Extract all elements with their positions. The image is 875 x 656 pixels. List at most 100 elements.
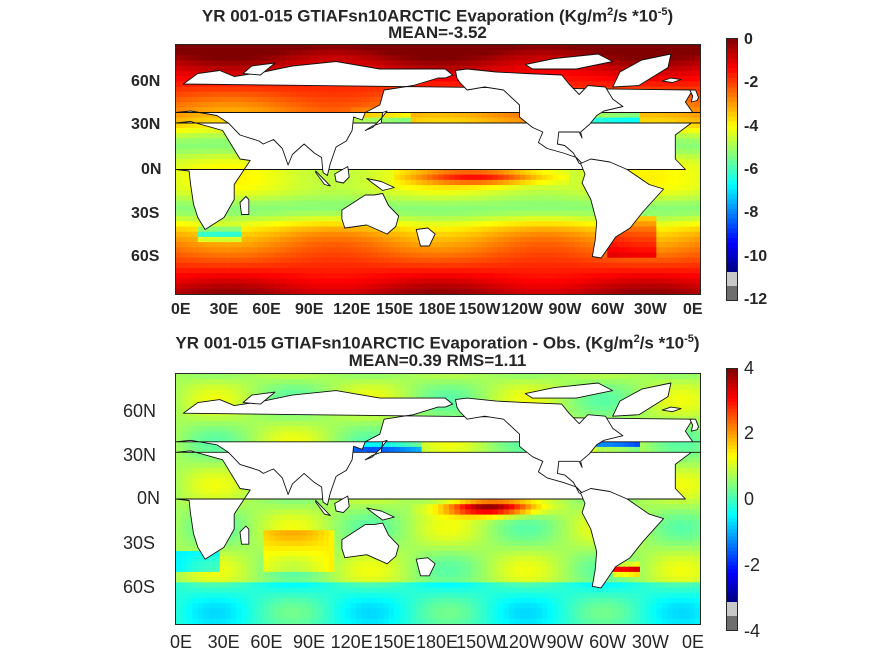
heatmap-cell (421, 268, 428, 274)
heatmap-cell (465, 211, 472, 217)
heatmap-cell (301, 268, 308, 274)
heatmap-cell (585, 200, 592, 207)
heatmap-cell (498, 205, 505, 212)
heatmap-cell (372, 91, 379, 98)
heatmap-cell (317, 169, 324, 176)
heatmap-cell (197, 55, 204, 62)
heatmap-cell (667, 226, 674, 233)
heatmap-cell (678, 179, 685, 186)
heatmap-cell (629, 60, 636, 67)
heatmap-cell (470, 200, 477, 207)
heatmap-cell (197, 374, 204, 380)
heatmap-cell (192, 60, 199, 67)
heatmap-cell (498, 226, 505, 233)
heatmap-cell (454, 221, 461, 228)
heatmap-cell (421, 190, 428, 197)
heatmap-cell (345, 55, 352, 62)
heatmap-cell (290, 257, 297, 264)
heatmap-cell (399, 45, 406, 51)
x-tick-label: 30E (209, 301, 239, 318)
heatmap-cell (312, 190, 319, 197)
heatmap-cell (547, 257, 554, 264)
heatmap-cell (246, 169, 254, 176)
heatmap-cell (634, 45, 641, 51)
heatmap-cell (678, 288, 685, 294)
heatmap-cell (667, 211, 674, 217)
heatmap-cell (465, 268, 472, 274)
heatmap-cell (225, 379, 232, 386)
heatmap-cell (345, 257, 352, 264)
heatmap-cell (181, 138, 188, 145)
heatmap-cell (257, 91, 264, 98)
heatmap-cell (558, 283, 565, 290)
heatmap-cell (334, 211, 341, 217)
heatmap-cell (498, 60, 505, 67)
heatmap-cell (470, 379, 477, 386)
heatmap-cell (541, 195, 548, 202)
heatmap-cell (503, 190, 510, 197)
heatmap-cell (689, 185, 696, 191)
heatmap-cell (683, 205, 690, 212)
heatmap-cell (525, 65, 532, 72)
heatmap-cell (618, 262, 625, 269)
heatmap-cell (601, 81, 608, 88)
heatmap-cell (629, 262, 636, 269)
heatmap-cell (459, 384, 466, 391)
heatmap-cell (394, 231, 401, 238)
heatmap-cell (465, 65, 472, 72)
heatmap-cell (525, 226, 532, 233)
heatmap-cell (459, 211, 466, 217)
heatmap-cell (296, 169, 303, 176)
colorbar-segment (727, 189, 737, 195)
heatmap-cell (416, 200, 423, 207)
heatmap-cell (689, 122, 696, 129)
heatmap-cell (246, 102, 254, 108)
heatmap-cell (492, 174, 499, 181)
heatmap-cell (541, 174, 548, 181)
heatmap-cell (443, 45, 450, 51)
heatmap-cell (236, 273, 243, 280)
heatmap-cell (176, 159, 183, 165)
heatmap-cell (312, 384, 319, 391)
heatmap-cell (279, 179, 286, 186)
heatmap-cell (683, 133, 690, 139)
heatmap-cell (405, 117, 412, 124)
heatmap-cell (623, 273, 630, 280)
heatmap-cell (650, 45, 657, 51)
heatmap-cell (476, 252, 483, 259)
heatmap-cell (219, 148, 226, 155)
heatmap-cell (290, 374, 297, 380)
heatmap-cell (465, 174, 472, 181)
heatmap-cell (547, 195, 554, 202)
heatmap-cell (514, 236, 521, 243)
heatmap-cell (443, 174, 450, 181)
heatmap-cell (574, 273, 581, 280)
heatmap-cell (334, 50, 341, 56)
heatmap-cell (569, 236, 576, 243)
heatmap-cell (459, 252, 466, 259)
heatmap-cell (634, 169, 641, 176)
heatmap-cell (367, 169, 374, 176)
colorbar-tick-label: -6 (744, 161, 759, 178)
heatmap-cell (285, 273, 292, 280)
heatmap-cell (399, 195, 406, 202)
heatmap-cell (345, 384, 352, 391)
heatmap-cell (618, 247, 625, 254)
heatmap-cell (356, 242, 363, 248)
heatmap-cell (689, 374, 696, 380)
heatmap-cell (208, 257, 215, 264)
heatmap-cell (236, 384, 243, 391)
heatmap-cell (492, 236, 499, 243)
heatmap-cell (476, 216, 483, 222)
heatmap-cell (432, 226, 439, 233)
heatmap-cell (219, 164, 226, 171)
heatmap-cell (246, 273, 254, 280)
heatmap-cell (612, 288, 619, 294)
heatmap-cell (252, 374, 259, 380)
heatmap-cell (394, 374, 401, 380)
heatmap-cell (432, 283, 439, 290)
heatmap-cell (236, 159, 243, 165)
heatmap-cell (650, 205, 657, 212)
heatmap-cell (552, 45, 559, 51)
land-polygon (334, 166, 350, 184)
